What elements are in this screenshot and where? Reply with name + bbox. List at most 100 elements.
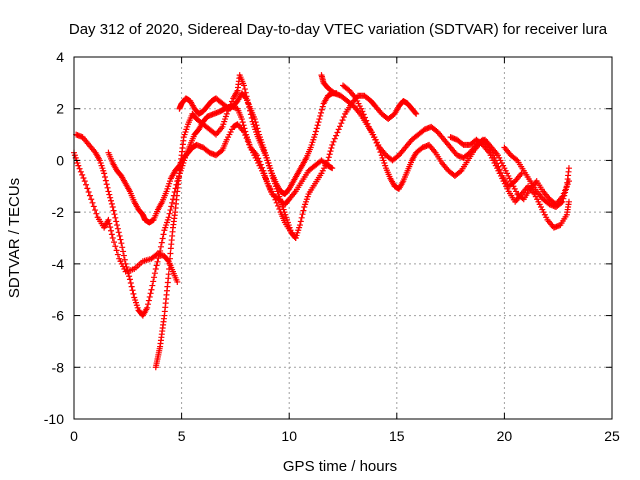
data-point [174,278,181,285]
y-tick-label: -8 [52,359,65,375]
data-point [144,304,151,311]
data-point [376,146,383,153]
data-point [239,119,246,126]
data-point [90,203,97,210]
data-point [92,207,99,214]
data-point [338,120,345,127]
data-point [114,222,121,229]
data-point [561,192,568,199]
data-markers [71,72,572,371]
y-tick-label: 4 [56,49,64,65]
data-point [335,126,342,133]
data-point [241,82,248,89]
data-point [333,132,340,139]
data-point [126,273,133,280]
data-point [166,260,173,267]
data-point [107,194,114,201]
data-point [148,286,155,293]
data-point [565,165,572,172]
data-point [117,236,124,243]
data-point [89,199,96,206]
data-point [76,165,83,172]
data-point [147,290,154,297]
data-point [359,108,366,115]
data-point [104,184,111,191]
data-point [145,297,152,304]
data-point [300,207,307,214]
data-point [120,252,127,259]
series-track-9 [501,144,572,210]
data-point [108,197,115,204]
data-point [107,224,114,231]
data-point [125,270,132,277]
data-point [255,128,262,135]
data-point [241,86,248,93]
data-point [101,173,108,180]
data-point [150,278,157,285]
grid [74,57,612,419]
data-point [165,214,172,221]
data-point [319,103,326,110]
data-point [80,175,87,182]
data-point [246,141,253,148]
data-point [154,258,161,265]
data-point [218,148,225,155]
data-point [241,128,248,135]
data-point [238,116,245,123]
data-point [273,199,280,206]
data-point [314,122,321,129]
data-point [559,198,566,205]
data-point [315,119,322,126]
data-point [299,211,306,218]
data-point [146,293,153,300]
data-point [153,262,160,269]
data-point [372,136,379,143]
data-point [377,149,384,156]
data-point [79,171,86,178]
data-point [317,112,324,119]
y-tick-label: -10 [44,411,64,427]
data-point [313,125,320,132]
data-point [329,165,336,172]
x-axis-label: GPS time / hours [283,458,397,475]
data-point [340,113,347,120]
data-point [106,220,113,227]
data-point [363,117,370,124]
data-point [157,247,164,254]
plot-frame [73,56,613,420]
data-point [326,151,333,158]
data-point [251,116,258,123]
data-point [86,192,93,199]
data-point [331,135,338,142]
data-point [151,274,158,281]
data-point [88,196,95,203]
data-point [457,168,464,175]
data-point [145,301,152,308]
axis-ticks: 0 5 10 15 20 25 -10 -8 -6 -4 -2 0 2 4 [44,49,620,444]
data-point [565,198,572,205]
data-point [149,282,156,289]
data-point [81,178,88,185]
data-point [292,235,299,241]
data-point [84,185,91,192]
series-track-2 [73,103,336,319]
data-point [297,218,304,225]
data-point [111,211,118,218]
y-tick-label: -6 [52,308,65,324]
data-point [77,168,84,175]
data-point [109,203,116,210]
data-point [109,235,116,241]
data-point [562,189,569,196]
data-point [329,141,336,148]
data-point [75,162,82,169]
data-point [129,287,136,294]
data-point [118,240,125,247]
data-point [157,243,164,250]
data-point [120,248,127,255]
data-point [113,247,120,254]
data-point [151,270,158,277]
data-point [330,138,337,145]
y-tick-label: 0 [56,152,64,168]
y-axis-label: SDTVAR / TECUs [6,178,23,298]
